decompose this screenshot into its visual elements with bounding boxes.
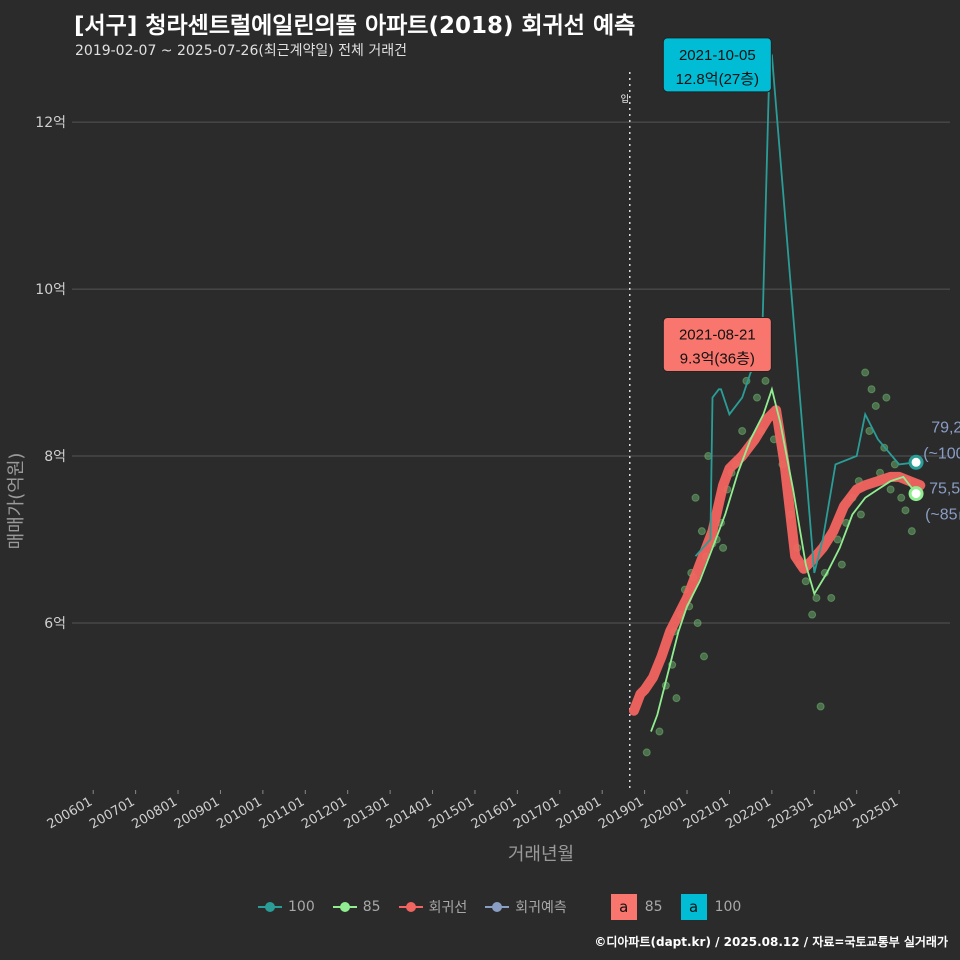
annotation-price: 12.8억(27층)	[676, 71, 759, 88]
forecast-value-85: 75,504	[929, 481, 960, 498]
legend-box-85: a	[610, 894, 637, 920]
scatter-point	[901, 506, 910, 515]
series-100-endpoint	[908, 454, 924, 470]
legend-label-100: 100	[288, 899, 315, 915]
x-tick-label: 202501	[851, 794, 901, 832]
x-tick-label: 201601	[469, 794, 519, 832]
x-tick-label: 202101	[681, 794, 731, 832]
credit-text: ©디아파트(dapt.kr) / 2025.08.12 / 자료=국토교통부 실…	[594, 935, 948, 949]
y-tick-label: 12억	[35, 115, 66, 131]
x-tick-label: 202301	[766, 794, 816, 832]
scatter-point	[837, 560, 846, 569]
scatter-point	[871, 401, 880, 410]
scatter-point	[655, 727, 664, 736]
scatter-point	[833, 535, 842, 544]
series-85-line	[650, 386, 917, 732]
legend-item-85: 85	[332, 897, 381, 917]
scatter-point	[882, 393, 891, 402]
legend-box-100: a	[680, 894, 707, 920]
x-tick-label: 202401	[808, 794, 858, 832]
chart-subtitle: 2019-02-07 ~ 2025-07-26(최근계약일) 전체 거래건	[75, 43, 407, 59]
x-tick-label: 201401	[384, 794, 434, 832]
annotation-date: 2021-08-21	[679, 327, 756, 344]
x-tick-label: 201501	[426, 794, 476, 832]
x-tick-label: 201901	[596, 794, 646, 832]
scatter-point	[719, 543, 728, 552]
x-tick-label: 200901	[172, 794, 222, 832]
legend-box-label-100: 100	[714, 899, 742, 915]
x-tick-label: 202201	[723, 794, 773, 832]
scatter-point	[856, 510, 865, 519]
x-tick-label: 201801	[554, 794, 604, 832]
scatter-point	[699, 652, 708, 661]
scatter-point	[761, 376, 770, 385]
legend-label-regression: 회귀선	[428, 900, 468, 916]
scatter-point	[691, 493, 700, 502]
legend-item-regression: 회귀선	[398, 897, 468, 917]
scatter-point	[697, 527, 706, 536]
scatter-point	[808, 610, 817, 619]
scatter-point	[897, 493, 906, 502]
series-100-line	[694, 54, 917, 574]
annotation-box-85	[662, 317, 772, 373]
legend-item-forecast: 회귀예측	[485, 897, 567, 917]
y-tick-label: 8억	[44, 449, 66, 465]
scatter-point	[704, 452, 713, 461]
scatter-point	[812, 593, 821, 602]
x-tick-label: 200801	[130, 794, 180, 832]
forecast-area-100: (~100㎡)	[923, 444, 960, 462]
x-tick-label: 201701	[511, 794, 561, 832]
y-axis-title: 매매가(억원)	[6, 453, 27, 550]
forecast-area-85: (~85㎡)	[925, 506, 960, 524]
annotation-date: 2021-10-05	[679, 47, 756, 64]
legend-box-label-85: 85	[644, 899, 663, 915]
x-tick-label: 200601	[45, 794, 95, 832]
forecast-value-100: 79,250	[931, 419, 960, 436]
x-tick-label: 202001	[639, 794, 689, 832]
x-axis-title: 거래년월	[508, 844, 574, 865]
x-tick-label: 201301	[342, 794, 392, 832]
x-tick-label: 201001	[214, 794, 264, 832]
scatter-point	[861, 368, 870, 377]
legend-item-100: 100	[258, 897, 315, 917]
vline-label: 입	[621, 93, 629, 105]
scatter-point	[886, 485, 895, 494]
legend-label-85: 85	[362, 899, 381, 915]
scatter-point	[672, 694, 681, 703]
scatter-point	[738, 427, 747, 435]
scatter-point	[693, 619, 702, 628]
x-tick-label: 201101	[257, 794, 307, 832]
chart-title: [서구] 청라센트럴에일린의뜰 아파트(2018) 회귀선 예측	[74, 13, 636, 39]
scatter-point	[801, 577, 810, 586]
scatter-point	[816, 702, 825, 711]
scatter-point	[867, 385, 876, 394]
x-tick-label: 200701	[87, 794, 137, 832]
annotation-price: 9.3억(36층)	[680, 351, 755, 368]
regression-line	[629, 405, 926, 716]
y-tick-label: 10억	[35, 282, 66, 298]
legend-label-forecast: 회귀예측	[515, 900, 567, 916]
series-85-endpoint	[908, 486, 924, 502]
scatter-point	[753, 393, 762, 402]
annotation-box-100	[662, 37, 772, 93]
x-tick-label: 201201	[299, 794, 349, 832]
scatter-point	[907, 527, 916, 536]
scatter-point	[642, 748, 651, 757]
scatter-point	[827, 593, 836, 602]
y-tick-label: 6억	[44, 616, 66, 632]
legend: 100 85 회귀선 회귀예측 a 85 a 100	[258, 894, 741, 920]
